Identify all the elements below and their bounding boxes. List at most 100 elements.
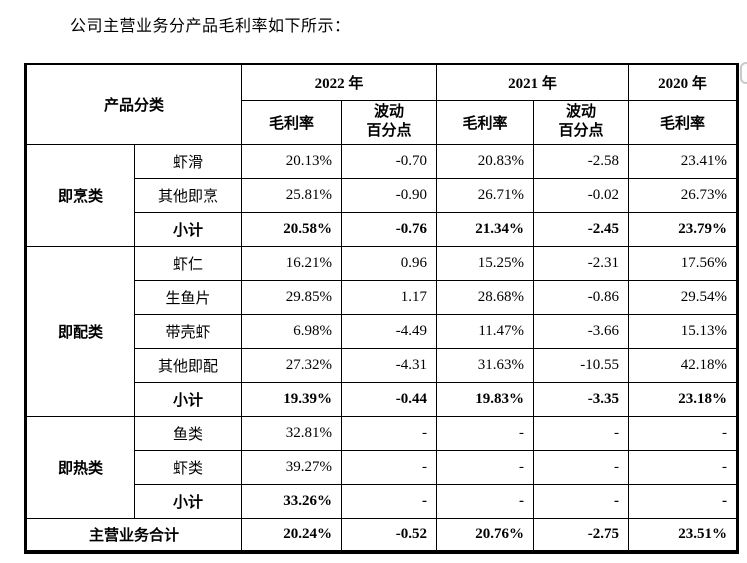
product-label: 鱼类: [133, 415, 243, 451]
subtotal-label: 小计: [133, 483, 243, 519]
product-label: 其他即配: [133, 347, 243, 383]
value-cell: 11.47%: [436, 313, 535, 349]
value-cell: 20.24%: [241, 517, 343, 553]
value-cell: -0.90: [341, 177, 438, 213]
subtotal-label: 小计: [133, 381, 243, 417]
value-cell: 20.58%: [241, 211, 343, 247]
value-cell: 32.81%: [241, 415, 343, 451]
value-cell: -: [628, 449, 739, 485]
product-label: 其他即烹: [133, 177, 243, 213]
fluctuation-line2: 百分点: [558, 123, 604, 139]
fluctuation-line2: 百分点: [366, 123, 412, 139]
value-cell: 16.21%: [241, 245, 343, 281]
value-cell: -2.45: [533, 211, 630, 247]
value-cell: 25.81%: [241, 177, 343, 213]
header-sub-row: 毛利率 波动 百分点 毛利率 波动 百分点 毛利率: [26, 99, 739, 145]
value-cell: -: [436, 415, 535, 451]
value-cell: 17.56%: [628, 245, 739, 281]
value-cell: -0.76: [341, 211, 438, 247]
header-year-2022: 2022 年: [241, 63, 438, 101]
subtotal-row: 小计 19.39% -0.44 19.83% -3.35 23.18%: [26, 381, 739, 417]
value-cell: -0.86: [533, 279, 630, 315]
value-cell: -3.66: [533, 313, 630, 349]
value-cell: 20.76%: [436, 517, 535, 553]
subtotal-row: 小计 20.58% -0.76 21.34% -2.45 23.79%: [26, 211, 739, 247]
table-row: 生鱼片 29.85% 1.17 28.68% -0.86 29.54%: [26, 279, 739, 315]
header-year-2021: 2021 年: [436, 63, 630, 101]
value-cell: -0.02: [533, 177, 630, 213]
fluctuation-label: 波动 百分点: [343, 103, 436, 141]
header-year-2020: 2020 年: [628, 63, 739, 101]
value-cell: -: [341, 449, 438, 485]
group-label: 即配类: [25, 245, 135, 417]
value-cell: 1.17: [341, 279, 438, 315]
value-cell: 0.96: [341, 245, 438, 281]
fluctuation-label: 波动 百分点: [535, 103, 628, 141]
total-row: 主营业务合计 20.24% -0.52 20.76% -2.75 23.51%: [24, 517, 739, 553]
value-cell: -: [533, 449, 630, 485]
value-cell: 26.71%: [436, 177, 535, 213]
value-cell: -: [341, 415, 438, 451]
header-fluctuation-2022: 波动 百分点: [341, 99, 438, 145]
value-cell: 20.13%: [241, 143, 343, 179]
value-cell: -4.31: [341, 347, 438, 383]
value-cell: -4.49: [341, 313, 438, 349]
value-cell: 19.83%: [436, 381, 535, 417]
product-label: 生鱼片: [133, 279, 243, 315]
total-label: 主营业务合计: [24, 517, 243, 553]
table-row: 其他即烹 25.81% -0.90 26.71% -0.02 26.73%: [26, 177, 739, 213]
header-year-row: 产品分类 2022 年 2021 年 2020 年: [24, 63, 739, 145]
value-cell: 23.51%: [628, 517, 739, 553]
fluctuation-line1: 波动: [566, 104, 597, 120]
header-gross-margin-2020: 毛利率: [628, 99, 739, 145]
value-cell: -2.75: [533, 517, 630, 553]
value-cell: 29.85%: [241, 279, 343, 315]
value-cell: 23.41%: [628, 143, 739, 179]
product-label: 虾滑: [133, 143, 243, 179]
value-cell: -3.35: [533, 381, 630, 417]
value-cell: 6.98%: [241, 313, 343, 349]
value-cell: -0.52: [341, 517, 438, 553]
value-cell: 29.54%: [628, 279, 739, 315]
value-cell: 33.26%: [241, 483, 343, 519]
value-cell: -: [533, 483, 630, 519]
header-fluctuation-2021: 波动 百分点: [533, 99, 630, 145]
value-cell: 15.25%: [436, 245, 535, 281]
group-label: 即烹类: [25, 143, 135, 247]
value-cell: 42.18%: [628, 347, 739, 383]
value-cell: -: [628, 483, 739, 519]
value-cell: -: [436, 483, 535, 519]
header-gross-margin-2021: 毛利率: [436, 99, 535, 145]
product-label: 虾仁: [133, 245, 243, 281]
value-cell: -0.70: [341, 143, 438, 179]
value-cell: 23.79%: [628, 211, 739, 247]
value-cell: 15.13%: [628, 313, 739, 349]
group-label: 即热类: [25, 415, 135, 519]
value-cell: 31.63%: [436, 347, 535, 383]
product-label: 带壳虾: [133, 313, 243, 349]
value-cell: 26.73%: [628, 177, 739, 213]
value-cell: 20.83%: [436, 143, 535, 179]
value-cell: 27.32%: [241, 347, 343, 383]
gross-margin-table: 产品分类 2022 年 2021 年 2020 年 毛利率 波动 百分点 毛利率…: [24, 63, 740, 554]
value-cell: -: [628, 415, 739, 451]
value-cell: -: [436, 449, 535, 485]
table-row: 其他即配 27.32% -4.31 31.63% -10.55 42.18%: [26, 347, 739, 383]
value-cell: 23.18%: [628, 381, 739, 417]
table-row: 即烹类 虾滑 20.13% -0.70 20.83% -2.58 23.41%: [25, 143, 739, 247]
value-cell: -10.55: [533, 347, 630, 383]
header-product-category: 产品分类: [24, 63, 243, 145]
table-row: 即配类 虾仁 16.21% 0.96 15.25% -2.31 17.56%: [25, 245, 739, 417]
fluctuation-line1: 波动: [374, 104, 405, 120]
scrollbar-thumb[interactable]: [740, 62, 747, 84]
value-cell: 21.34%: [436, 211, 535, 247]
table-row: 即热类 鱼类 32.81% - - - -: [25, 415, 739, 519]
product-label: 虾类: [133, 449, 243, 485]
header-gross-margin-2022: 毛利率: [241, 99, 343, 145]
subtotal-label: 小计: [133, 211, 243, 247]
table-row: 虾类 39.27% - - - -: [26, 449, 739, 485]
value-cell: 28.68%: [436, 279, 535, 315]
value-cell: -0.44: [341, 381, 438, 417]
value-cell: -: [341, 483, 438, 519]
